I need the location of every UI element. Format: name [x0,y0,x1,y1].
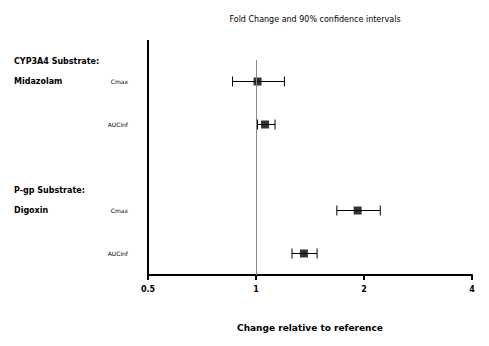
svg-text:Cmax: Cmax [111,207,129,214]
svg-text:Digoxin: Digoxin [14,206,49,215]
svg-text:AUCinf: AUCinf [108,121,129,128]
svg-text:Fold Change and 90% confidence: Fold Change and 90% confidence intervals [229,15,400,24]
svg-text:2: 2 [361,285,367,294]
svg-text:Midazolam: Midazolam [14,77,62,86]
svg-text:AUCinf: AUCinf [108,250,129,257]
svg-text:CYP3A4 Substrate:: CYP3A4 Substrate: [14,57,99,66]
svg-text:Change relative to reference: Change relative to reference [237,323,383,333]
svg-text:Cmax: Cmax [111,78,129,85]
svg-text:1: 1 [253,285,259,294]
svg-text:0.5: 0.5 [141,285,156,294]
svg-text:P-gp Substrate:: P-gp Substrate: [14,186,85,195]
svg-text:4: 4 [469,285,475,294]
